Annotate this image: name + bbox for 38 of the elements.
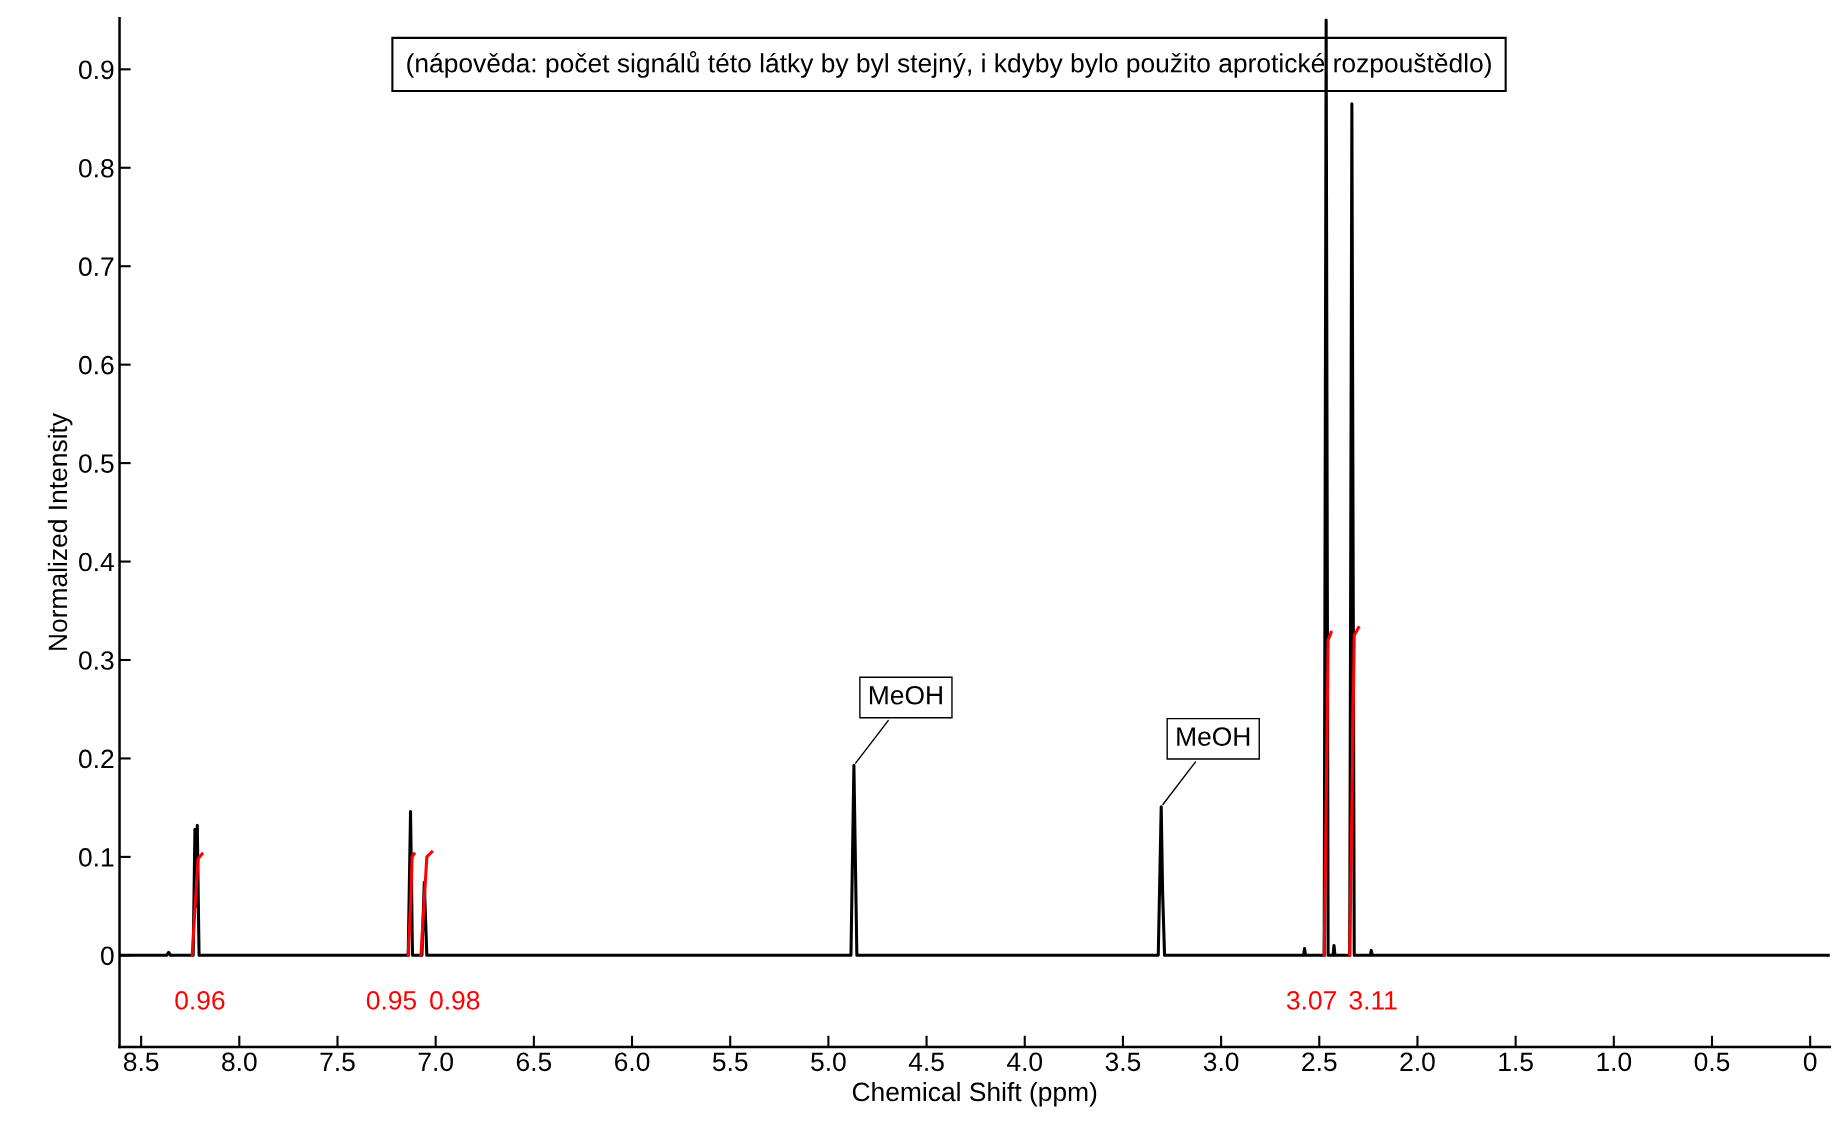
x-tick-label: 6.0 xyxy=(615,1052,650,1072)
x-tick-label: 8.0 xyxy=(222,1052,257,1072)
x-tick-label: 0 xyxy=(1803,1052,1817,1072)
annotation: 3.07 xyxy=(1286,991,1336,1010)
x-tick-label: 6.5 xyxy=(516,1052,552,1072)
x-tick-label: 5.0 xyxy=(811,1052,846,1072)
x-tick-label: 4.0 xyxy=(1007,1052,1043,1072)
x-tick-label: 4.5 xyxy=(908,1052,944,1072)
x-tick-label: 3.5 xyxy=(1105,1052,1141,1072)
annotation: 0.95 xyxy=(366,991,417,1010)
y-tick-label: 0.3 xyxy=(79,651,114,670)
y-tick-label: 0.5 xyxy=(79,454,114,473)
y-tick-label: 0.1 xyxy=(79,848,114,867)
x-tick-label: 8.5 xyxy=(123,1052,159,1072)
y-tick-label: 0.6 xyxy=(79,355,114,375)
annotation: 0.98 xyxy=(430,991,480,1010)
x-axis-title: Chemical Shift (ppm) xyxy=(852,1081,1097,1107)
annotation: 0.96 xyxy=(175,991,225,1010)
x-tick-label: 3.0 xyxy=(1203,1052,1239,1072)
x-tick-label: 2.0 xyxy=(1400,1052,1435,1072)
x-tick-label: 1.5 xyxy=(1499,1052,1533,1072)
annotation: 3.11 xyxy=(1349,991,1397,1010)
y-tick-label: 0 xyxy=(101,946,114,966)
annotation: (nápověda: počet signálů této látky by byl stejný, i kdyby bylo použito aprotické rozpouštědlo) xyxy=(407,51,1491,78)
y-tick-label: 0.7 xyxy=(79,257,114,277)
annotation: MeOH xyxy=(869,685,942,705)
x-tick-label: 2.5 xyxy=(1302,1052,1337,1072)
y-tick-label: 0.2 xyxy=(79,749,114,769)
x-tick-label: 0.5 xyxy=(1694,1052,1730,1072)
x-tick-label: 7.0 xyxy=(418,1052,453,1072)
y-tick-label: 0.4 xyxy=(79,552,114,572)
annotation: MeOH xyxy=(1177,727,1250,746)
x-tick-label: 5.5 xyxy=(712,1052,748,1072)
y-axis-title: Normalized Intensity xyxy=(47,413,73,650)
x-tick-label: 7.5 xyxy=(320,1052,355,1072)
x-tick-label: 1.0 xyxy=(1597,1052,1632,1072)
y-tick-label: 0.8 xyxy=(79,158,114,178)
y-tick-label: 0.9 xyxy=(79,60,114,80)
